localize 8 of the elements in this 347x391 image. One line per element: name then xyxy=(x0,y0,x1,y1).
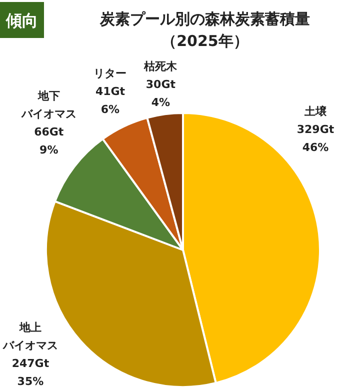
label: 地上バイオマス 247Gt 35% xyxy=(2,321,58,388)
annotation: 傾向 xyxy=(0,2,44,38)
chart-title: 炭素プール別の森林炭素蓄積量 xyxy=(99,10,310,28)
label: リター 41Gt 6% xyxy=(94,66,127,116)
label: 土壌 329Gt 46% xyxy=(296,104,334,154)
label: 枯死木 30Gt 4% xyxy=(144,60,178,109)
label: 地下バイオマス 66Gt 9% xyxy=(21,90,76,157)
chart-subtitle: （2025年） xyxy=(162,32,248,50)
